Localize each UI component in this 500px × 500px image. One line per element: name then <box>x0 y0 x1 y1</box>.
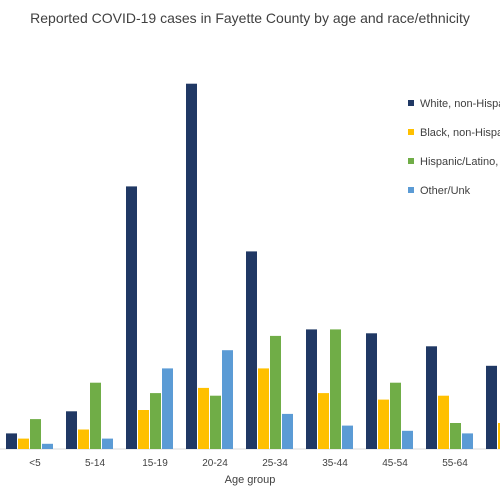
legend-swatch <box>408 187 414 193</box>
bar-5-14-3 <box>102 438 113 449</box>
x-axis-label: Age group <box>224 474 276 486</box>
x-tick-label: 15-19 <box>142 458 168 469</box>
bar-20-24-2 <box>210 395 221 449</box>
bar-15-19-2 <box>150 393 161 449</box>
bar-55-64-0 <box>426 346 437 449</box>
bar-45-54-3 <box>402 430 413 449</box>
bar-45-54-1 <box>378 399 389 449</box>
bar-5-14-2 <box>90 382 101 449</box>
bar-5-14-0 <box>66 411 77 449</box>
bar-15-19-3 <box>162 368 173 449</box>
bar-25-34-2 <box>270 335 281 449</box>
bar-45-54-0 <box>366 333 377 449</box>
x-tick-label: 20-24 <box>202 458 228 469</box>
bar-35-44-3 <box>342 425 353 449</box>
bar-20-24-1 <box>198 387 209 449</box>
x-tick-label: <5 <box>29 458 41 469</box>
x-tick-label: 35-44 <box>322 458 348 469</box>
bar-<5-1 <box>18 438 29 449</box>
legend-swatch <box>408 158 414 164</box>
legend-label: Hispanic/Latino, a <box>420 156 500 168</box>
bar-35-44-0 <box>306 329 317 449</box>
bar-55-64-3 <box>462 433 473 449</box>
bar-65-74-0 <box>486 365 497 449</box>
bar-5-14-1 <box>78 429 89 449</box>
bar-20-24-0 <box>186 83 197 449</box>
bar-35-44-1 <box>318 393 329 449</box>
bar-25-34-1 <box>258 368 269 449</box>
x-tick-label: 25-34 <box>262 458 288 469</box>
legend-swatch <box>408 100 414 106</box>
bar-55-64-1 <box>438 395 449 449</box>
legend-swatch <box>408 129 414 135</box>
bar-15-19-1 <box>138 410 149 449</box>
bar-15-19-0 <box>126 186 137 449</box>
bar-35-44-2 <box>330 329 341 449</box>
chart-title: Reported COVID-19 cases in Fayette Count… <box>30 10 470 26</box>
legend-label: Black, non-Hispan <box>420 127 500 139</box>
x-tick-label: 5-14 <box>85 458 105 469</box>
bar-20-24-3 <box>222 350 233 449</box>
x-tick-label: 45-54 <box>382 458 408 469</box>
bar-25-34-3 <box>282 413 293 449</box>
bar-<5-0 <box>6 433 17 449</box>
bar-<5-3 <box>42 443 53 449</box>
bar-25-34-0 <box>246 251 257 449</box>
legend-label: Other/Unk <box>420 185 471 197</box>
bar-45-54-2 <box>390 382 401 449</box>
bar-<5-2 <box>30 419 41 449</box>
bar-65-74-1 <box>498 423 500 449</box>
bar-55-64-2 <box>450 423 461 449</box>
legend-label: White, non-Hispa <box>420 98 500 110</box>
x-tick-label: 55-64 <box>442 458 468 469</box>
